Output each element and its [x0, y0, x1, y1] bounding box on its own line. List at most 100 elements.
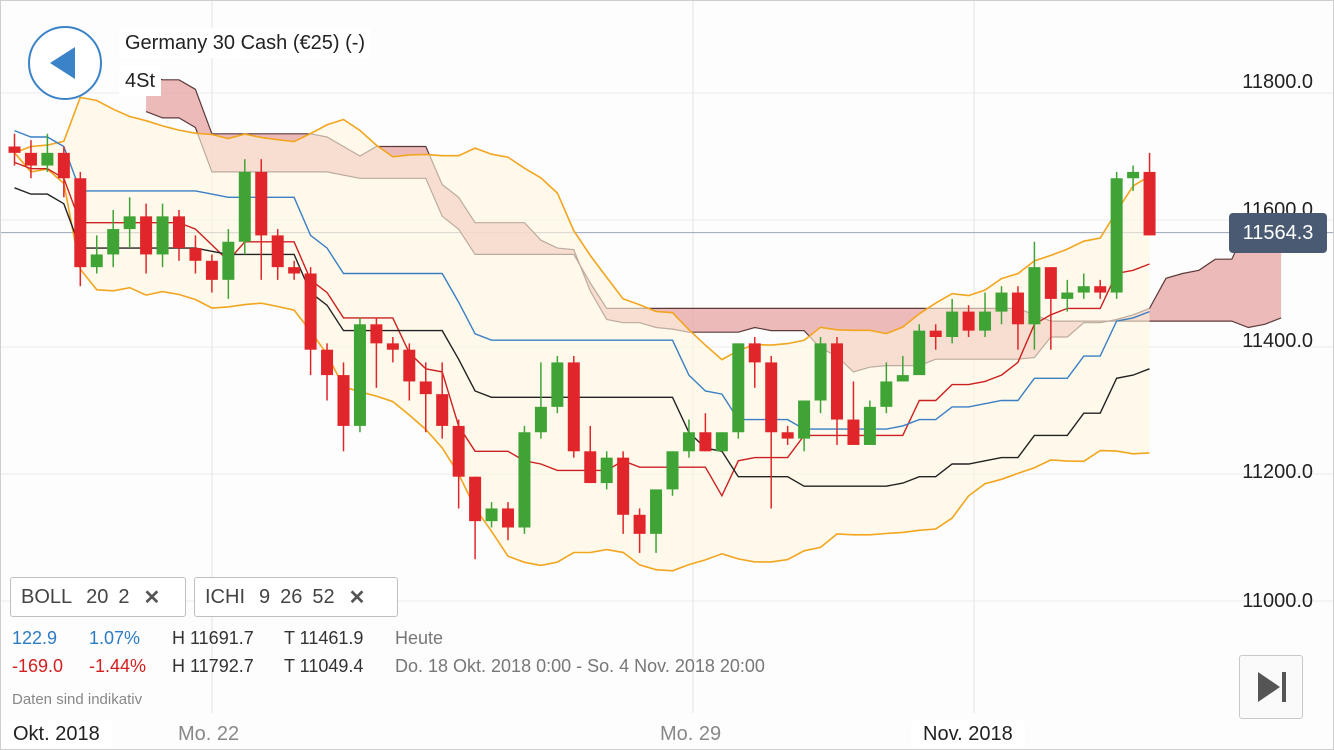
kijun-line [14, 187, 1150, 487]
candle-body [189, 248, 202, 261]
close-icon[interactable]: ✕ [143, 586, 161, 609]
candle-body [600, 457, 613, 484]
indicator-chip-ichi[interactable]: ICHI 9 26 52 ✕ [194, 577, 398, 617]
period-change: -169.0 [12, 656, 64, 676]
candle-body [896, 375, 909, 382]
x-tick-label: Mo. 29 [660, 723, 722, 745]
candle-body [567, 362, 580, 452]
candle-body [469, 476, 482, 522]
candle-body [1061, 292, 1074, 299]
candle-body [732, 343, 745, 433]
candle-body [682, 432, 695, 452]
candle-body [271, 235, 284, 268]
candle-body [8, 146, 21, 153]
today-range: Heute [395, 628, 444, 648]
skip-to-end-icon [1258, 672, 1286, 702]
today-high: H 11691.7 [172, 628, 254, 648]
candle-body [452, 425, 465, 477]
candle-body [863, 406, 876, 445]
candle-body [403, 349, 416, 382]
period-range: Do. 18 Okt. 2018 0:00 - So. 4 Nov. 2018 … [395, 656, 765, 676]
candle-body [173, 216, 185, 249]
candle-body [781, 432, 794, 439]
y-tick-label: 11200.0 [1242, 461, 1313, 483]
candle-body [41, 152, 54, 166]
indicator-name: BOLL [21, 585, 73, 608]
candle-body [979, 311, 992, 331]
candle-body [156, 216, 169, 255]
period-pct: -1.44% [89, 656, 147, 676]
x-tick-label: Okt. 2018 [1, 721, 112, 747]
back-arrow-icon [50, 47, 75, 79]
candle-body [485, 508, 498, 522]
period-low: T 11049.4 [284, 656, 364, 676]
close-icon[interactable]: ✕ [348, 586, 366, 609]
candle-body [123, 216, 136, 230]
candle-body [551, 362, 564, 407]
bollinger-fill [14, 97, 1150, 571]
indicator-param: 2 [118, 585, 130, 608]
indicator-param: 52 [312, 585, 335, 608]
candle-body [419, 381, 432, 395]
candles [8, 133, 1156, 560]
candle-body [1127, 171, 1140, 179]
period-high: H 11792.7 [172, 656, 254, 676]
skip-to-end-button[interactable] [1239, 655, 1303, 719]
bollinger-lower [13, 152, 1150, 572]
candle-body [831, 343, 843, 420]
candle-body [518, 432, 531, 528]
candle-body [699, 432, 712, 452]
indicator-param: 20 [86, 585, 109, 608]
candle-body [140, 216, 153, 255]
chikou-line [14, 129, 1150, 430]
timeframe-label[interactable]: 4St [119, 66, 162, 96]
y-tick-label: 11400.0 [1242, 330, 1313, 352]
candle-body [880, 381, 893, 407]
candle-body [765, 362, 778, 433]
candle-body [666, 451, 679, 490]
candle-body [1094, 286, 1107, 293]
candle-body [288, 267, 301, 274]
candle-body [929, 330, 942, 337]
candle-body [617, 457, 630, 515]
candle-body [748, 343, 761, 363]
candle-body [913, 330, 926, 376]
today-change: 122.9 [12, 628, 58, 648]
candle-body [502, 508, 514, 528]
candle-body [337, 375, 350, 426]
y-tick-label: 11800.0 [1242, 71, 1313, 93]
candle-body [1143, 171, 1156, 236]
y-tick-label: 11000.0 [1242, 590, 1313, 612]
tenkan-line [14, 161, 1150, 498]
bollinger-upper [14, 96, 1150, 361]
indicator-chip-boll[interactable]: BOLL 20 2 ✕ [10, 577, 186, 617]
candle-body [798, 400, 811, 439]
candle-body [353, 324, 366, 426]
candle-body [962, 311, 975, 331]
candle-body [74, 178, 87, 268]
today-low: T 11461.9 [284, 628, 364, 648]
candle-body [946, 311, 959, 337]
instrument-title: Germany 30 Cash (€25) (-) [119, 28, 372, 58]
candle-body [1028, 267, 1041, 325]
indicator-param: 9 [259, 585, 271, 608]
ichimoku-lines [14, 129, 1150, 498]
disclaimer-note: Daten sind indikativ [12, 691, 143, 708]
candle-body [90, 254, 103, 268]
back-button[interactable] [28, 26, 102, 100]
candle-body [57, 152, 70, 179]
candle-body [255, 171, 268, 236]
candle-body [534, 406, 547, 433]
candle-body [386, 343, 399, 350]
candle-body [1011, 292, 1024, 325]
candle-body [1044, 267, 1057, 299]
candle-body [321, 349, 334, 376]
bollinger-bands [13, 96, 1150, 572]
candle-body [995, 292, 1008, 312]
candle-body [222, 241, 235, 280]
last-price-tag: 11564.3 [1229, 213, 1327, 253]
candle-body [633, 514, 646, 534]
x-tick-label: Mo. 22 [178, 723, 240, 745]
